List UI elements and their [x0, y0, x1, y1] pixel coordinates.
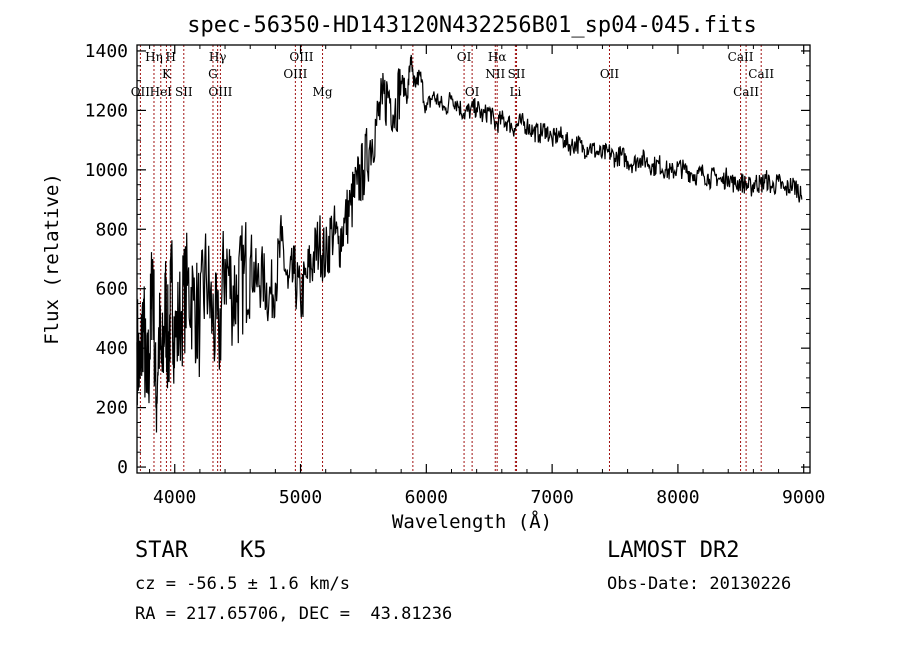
y-tick-label: 1000 [85, 160, 128, 181]
x-axis-ticks: 4000 5000 6000 7000 8000 9000 [149, 45, 825, 508]
spectral-line-label: NII [485, 67, 505, 81]
spectral-line-label: CaII [733, 85, 759, 99]
y-tick-label: 200 [95, 398, 128, 419]
spectral-line-label: SII [175, 85, 193, 99]
x-tick-label: 5000 [279, 487, 322, 508]
chart-title: spec-56350-HD143120N432256B01_sp04-045.f… [187, 13, 757, 38]
spectral-line-label: OIII [289, 50, 313, 64]
spectral-line-label: Li [509, 85, 521, 99]
y-tick-label: 800 [95, 219, 128, 240]
y-tick-label: 1400 [85, 41, 128, 62]
spectral-line-label: OII [131, 85, 151, 99]
spectral-line-label: Hγ [209, 50, 227, 64]
spectral-line-label: G [208, 67, 218, 81]
spectral-line-label: Mg [313, 85, 333, 99]
x-tick-label: 4000 [153, 487, 196, 508]
spectral-line-label: SII [508, 67, 526, 81]
y-tick-label: 600 [95, 279, 128, 300]
spectral-line-label: OI [465, 85, 480, 99]
spectral-line-label: K [162, 67, 172, 81]
x-tick-label: 8000 [656, 487, 699, 508]
y-axis-ticks: 0 200 400 600 800 1000 1200 1400 [85, 41, 810, 478]
object-subclass: K5 [240, 538, 267, 563]
x-tick-label: 9000 [782, 487, 825, 508]
x-tick-label: 7000 [530, 487, 573, 508]
y-axis-label: Flux (relative) [41, 173, 63, 345]
spectral-line-label: HeI [150, 85, 173, 99]
spectral-line-label: OIII [208, 85, 232, 99]
sky-coordinates: RA = 217.65706, DEC = 43.81236 [135, 604, 453, 624]
spectral-line-label: OIII [283, 67, 307, 81]
y-tick-label: 0 [117, 457, 128, 478]
observation-date: Obs-Date: 20130226 [607, 574, 792, 594]
spectral-line-label: Hα [488, 50, 507, 64]
spectral-line-label: H [165, 50, 175, 64]
y-tick-label: 400 [95, 338, 128, 359]
x-axis-label: Wavelength (Å) [392, 510, 552, 533]
redshift-velocity: cz = -56.5 ± 1.6 km/s [135, 574, 350, 594]
object-class: STAR [135, 538, 188, 563]
spectral-line-labels: OII Hη HeI KH SII G Hγ OIII OIII OIII Mg OI OI NII Hα L… [131, 50, 775, 99]
spectral-line-label: OII [600, 67, 620, 81]
x-tick-label: 6000 [405, 487, 448, 508]
spectrum-series-line [136, 54, 803, 433]
spectral-line-label: CaII [748, 67, 774, 81]
y-tick-label: 1200 [85, 100, 128, 121]
spectral-line-label: OI [457, 50, 472, 64]
spectral-line-label: Hη [145, 50, 163, 64]
survey-name: LAMOST DR2 [607, 538, 740, 563]
spectral-line-markers [139, 45, 762, 473]
spectral-line-label: CaII [728, 50, 754, 64]
